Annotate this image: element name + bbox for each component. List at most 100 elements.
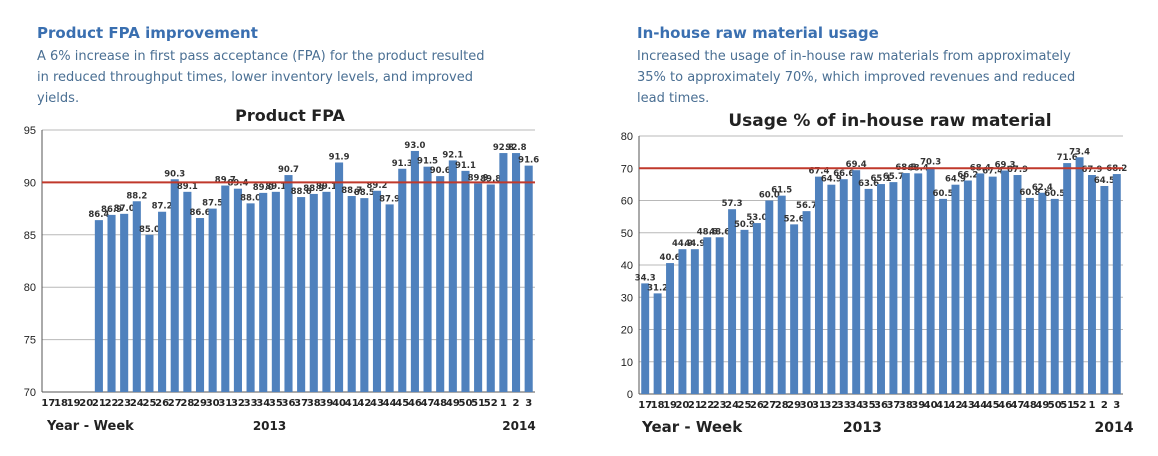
x-tick-label: 48 bbox=[1023, 400, 1037, 411]
bar bbox=[1001, 170, 1010, 394]
x-tick-label: 52 bbox=[484, 398, 498, 409]
usage-description-line: Increased the usage of in-house raw mate… bbox=[637, 49, 1071, 64]
data-label: 64.9 bbox=[821, 175, 842, 185]
bar bbox=[864, 188, 873, 394]
x-tick-label: 46 bbox=[408, 398, 422, 409]
data-label: 61.5 bbox=[771, 186, 792, 196]
data-label: 69.4 bbox=[846, 160, 867, 170]
data-label: 91.9 bbox=[329, 152, 350, 162]
x-tick-label: 41 bbox=[345, 398, 359, 409]
bar bbox=[1100, 185, 1109, 394]
data-label: 56.7 bbox=[796, 201, 817, 211]
bar bbox=[790, 224, 799, 394]
bar bbox=[448, 160, 457, 392]
bar bbox=[145, 234, 154, 392]
bar bbox=[170, 179, 179, 392]
x-tick-label: 21 bbox=[688, 400, 702, 411]
data-label: 71.6 bbox=[1057, 153, 1078, 163]
y-tick-label: 20 bbox=[621, 325, 633, 337]
bar bbox=[827, 184, 836, 394]
bar bbox=[271, 191, 280, 392]
data-label: 60.5 bbox=[1044, 189, 1065, 199]
bar bbox=[360, 198, 369, 392]
data-label: 87.2 bbox=[152, 202, 173, 212]
x-tick-label: 28 bbox=[180, 398, 194, 409]
x-tick-label: 17 bbox=[41, 398, 55, 409]
bar bbox=[524, 165, 533, 392]
year-label-2013: 2013 bbox=[843, 420, 882, 436]
bar bbox=[703, 237, 712, 394]
bar bbox=[461, 170, 470, 392]
x-tick-label: 19 bbox=[663, 400, 677, 411]
bar bbox=[372, 190, 382, 392]
x-tick-label: 50 bbox=[459, 398, 473, 409]
data-label: 65.1 bbox=[871, 174, 892, 184]
x-tick-label: 37 bbox=[294, 398, 308, 409]
x-tick-label: 40 bbox=[332, 398, 346, 409]
bar bbox=[678, 249, 687, 394]
data-label: 40.6 bbox=[660, 253, 681, 263]
y-tick-label: 70 bbox=[621, 163, 633, 175]
x-tick-label: 28 bbox=[775, 400, 789, 411]
bar bbox=[715, 237, 724, 394]
data-label: 89.9 bbox=[468, 173, 489, 183]
data-label: 31.2 bbox=[647, 283, 668, 293]
y-tick-label: 0 bbox=[627, 389, 633, 401]
x-tick-label: 34 bbox=[256, 398, 270, 409]
bar bbox=[120, 213, 129, 392]
bar bbox=[889, 182, 898, 394]
chart-title: Usage % of in-house raw material bbox=[728, 111, 1051, 131]
data-label: 86.6 bbox=[190, 208, 211, 218]
data-label: 67.9 bbox=[1007, 165, 1028, 175]
x-tick-label: 51 bbox=[1060, 400, 1074, 411]
x-tick-label: 1 bbox=[1088, 400, 1095, 411]
bar bbox=[877, 184, 885, 394]
data-label: 57.3 bbox=[722, 199, 743, 209]
x-tick-label: 35 bbox=[862, 400, 876, 411]
fpa-description: A 6% increase in first pass acceptance (… bbox=[37, 46, 485, 109]
bar bbox=[777, 195, 786, 394]
x-tick-label: 45 bbox=[986, 400, 1000, 411]
x-tick-label: 22 bbox=[105, 398, 119, 409]
data-label: 89.7 bbox=[215, 176, 236, 186]
x-tick-label: 20 bbox=[675, 400, 689, 411]
data-label: 48.6 bbox=[709, 227, 730, 237]
usage-heading: In-house raw material usage bbox=[637, 24, 879, 42]
x-tick-label: 47 bbox=[1011, 400, 1025, 411]
data-label: 91.5 bbox=[417, 157, 438, 167]
x-tick-label: 24 bbox=[725, 400, 739, 411]
data-label: 52.6 bbox=[784, 214, 805, 224]
bar bbox=[233, 188, 242, 392]
data-label: 88.7 bbox=[341, 186, 362, 196]
bar bbox=[195, 218, 205, 392]
bar bbox=[765, 200, 774, 394]
data-label: 60.5 bbox=[933, 189, 954, 199]
data-label: 67.9 bbox=[1081, 165, 1102, 175]
x-tick-label: 30 bbox=[800, 400, 814, 411]
x-tick-label: 43 bbox=[370, 398, 384, 409]
bar bbox=[436, 176, 445, 392]
data-label: 89.1 bbox=[316, 182, 337, 192]
bar bbox=[322, 191, 331, 392]
x-tick-label: 36 bbox=[874, 400, 888, 411]
data-label: 34.3 bbox=[635, 273, 656, 283]
data-label: 87.0 bbox=[114, 204, 135, 214]
x-tick-label: 27 bbox=[168, 398, 182, 409]
bar bbox=[1088, 175, 1096, 394]
bar bbox=[511, 153, 521, 392]
data-label: 89.8 bbox=[480, 174, 501, 184]
x-tick-label: 33 bbox=[244, 398, 258, 409]
data-label: 66.6 bbox=[833, 169, 854, 179]
bar bbox=[988, 176, 997, 394]
bar bbox=[347, 196, 356, 392]
bar bbox=[1050, 198, 1059, 394]
x-tick-label: 41 bbox=[936, 400, 950, 411]
bar bbox=[486, 184, 495, 392]
bar bbox=[901, 173, 910, 394]
x-tick-label: 48 bbox=[433, 398, 447, 409]
bar bbox=[802, 211, 811, 394]
bar bbox=[1063, 163, 1072, 394]
data-label: 89.1 bbox=[265, 182, 286, 192]
bar bbox=[132, 201, 141, 392]
